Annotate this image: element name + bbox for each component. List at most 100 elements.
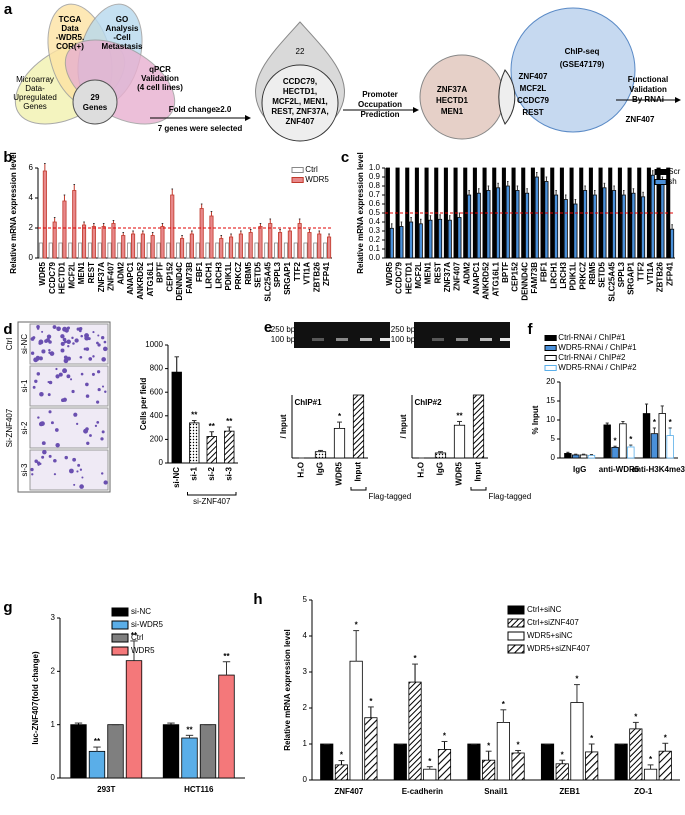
y-tick-label: 0.5 <box>369 208 381 217</box>
x-tick-label: CCDC79 <box>395 261 404 294</box>
x-tick-label: si-NC <box>172 467 181 488</box>
bar <box>150 235 155 259</box>
x-tick-label: 293T <box>97 785 115 794</box>
bar <box>225 242 230 259</box>
bar <box>540 743 555 781</box>
significance: ** <box>131 631 138 640</box>
y-tick-label: 6 <box>29 163 34 172</box>
bar <box>434 452 447 459</box>
y-tick-label: 0 <box>29 253 34 262</box>
y-tick-label: 4 <box>29 193 34 202</box>
micrograph <box>29 449 109 491</box>
significance: * <box>669 418 673 427</box>
y-tick-label: 5 <box>551 434 556 443</box>
x-tick-label: ZFP41 <box>322 261 331 286</box>
x-tick-label: VTI1A <box>646 262 655 285</box>
gel-band <box>480 338 492 341</box>
cell <box>34 459 38 463</box>
x-tick-label: si-2 <box>207 466 216 480</box>
bar <box>195 242 200 259</box>
group-bracket <box>470 487 487 491</box>
significance: ** <box>94 737 101 746</box>
bar <box>320 743 334 781</box>
bar <box>364 717 378 781</box>
bar <box>573 203 578 259</box>
x-tick-label: CEP152 <box>165 261 174 291</box>
significance: ** <box>226 417 233 426</box>
bar <box>349 660 363 781</box>
bar <box>515 190 520 259</box>
legend-label: si-NC <box>131 607 151 616</box>
legend-swatch <box>507 631 525 641</box>
bar <box>554 194 559 259</box>
group-bracket <box>187 492 237 496</box>
panel-label: f <box>528 321 534 338</box>
cell <box>63 358 69 364</box>
row-label: si-3 <box>20 463 29 476</box>
bar <box>482 759 496 781</box>
x-tick-label: REST <box>87 262 96 283</box>
bar <box>643 768 658 781</box>
significance: * <box>443 732 447 741</box>
cell <box>92 331 95 334</box>
bar <box>140 233 145 259</box>
legend-label: sh <box>668 177 676 186</box>
venn-label: (4 cell lines) <box>137 83 183 92</box>
significance: * <box>649 755 653 764</box>
bar <box>585 751 599 781</box>
bar <box>603 424 611 459</box>
gene-left: HECTD1 <box>436 96 469 105</box>
cell <box>58 372 63 377</box>
cell <box>74 338 79 343</box>
y-tick-label: 0 <box>303 775 308 784</box>
significance: * <box>413 654 417 663</box>
bar <box>264 242 269 259</box>
cell <box>50 421 54 425</box>
bar <box>334 764 349 781</box>
x-tick-label: Snail1 <box>484 787 508 796</box>
cell <box>39 462 42 465</box>
cell <box>97 387 101 392</box>
y-tick-label: 0.2 <box>369 235 381 244</box>
x-tick-label: si-1 <box>189 466 198 480</box>
panel-label: a <box>4 1 13 18</box>
x-tick-label: ZEB1 <box>559 787 580 796</box>
cell <box>56 326 61 332</box>
significance: * <box>487 741 491 750</box>
cell <box>38 341 42 345</box>
bar <box>70 724 87 779</box>
cell <box>36 327 40 330</box>
x-tick-label: SRGAP1 <box>283 261 292 294</box>
cell <box>30 337 35 341</box>
ladder-label: 100 bp <box>391 335 416 344</box>
bar <box>564 453 572 459</box>
gel-band <box>456 338 468 341</box>
gene-overlap: ZNF407 <box>519 72 548 81</box>
y-tick-label: 2 <box>303 703 308 712</box>
bar <box>534 176 539 259</box>
cell <box>85 347 90 351</box>
x-tick-label: BPTF <box>156 262 165 283</box>
x-tick-label: LRCH1 <box>205 261 214 288</box>
panel-label: b <box>3 149 12 166</box>
row-label: si-NC <box>20 334 29 354</box>
cell <box>49 351 55 356</box>
gel-band <box>432 338 444 341</box>
bar <box>619 423 627 459</box>
bar <box>579 454 588 459</box>
bar <box>117 242 122 259</box>
x-tick-label: WDR5 <box>38 261 47 285</box>
legend-label: WDR5-RNAi / ChIP#2 <box>558 363 637 372</box>
cell <box>55 374 60 379</box>
bar <box>333 427 346 459</box>
bar <box>283 242 288 259</box>
bar <box>254 242 259 259</box>
y-axis-label: Relative mRNA expression level <box>356 152 365 274</box>
legend-swatch <box>544 345 557 351</box>
bar <box>453 424 466 459</box>
cell <box>32 385 36 389</box>
bar <box>307 232 312 259</box>
cell <box>101 357 106 362</box>
gel <box>294 322 390 348</box>
gene-list: MCF2L, MEN1, <box>272 97 328 106</box>
